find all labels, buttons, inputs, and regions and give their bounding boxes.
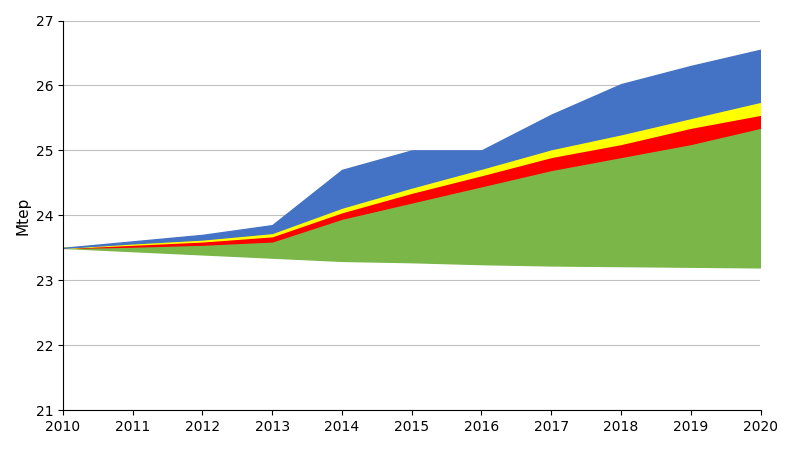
Y-axis label: Mtep: Mtep <box>15 196 30 234</box>
